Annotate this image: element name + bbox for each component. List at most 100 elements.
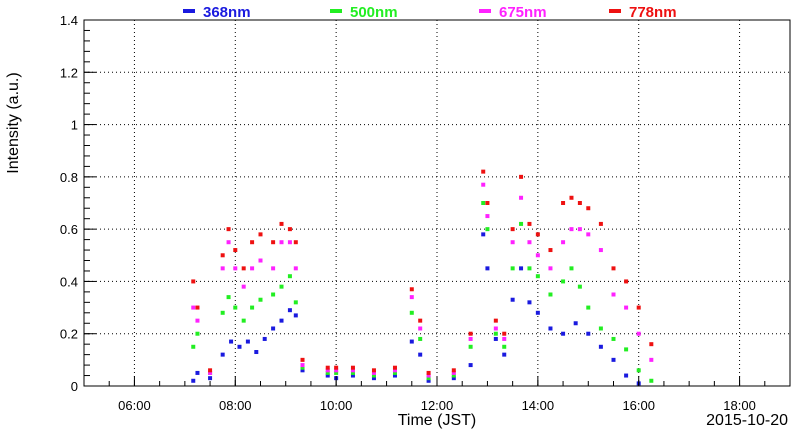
data-point — [493, 326, 498, 331]
data-point — [561, 201, 566, 205]
data-point — [485, 266, 490, 271]
data-point — [561, 240, 566, 245]
data-point — [598, 248, 603, 253]
data-point — [624, 373, 629, 378]
data-point — [325, 365, 330, 370]
x-tick-label: 06:00 — [118, 398, 151, 413]
data-point — [636, 305, 641, 310]
data-point — [208, 368, 213, 373]
data-point — [481, 169, 486, 174]
data-point — [611, 336, 616, 341]
data-point — [287, 240, 292, 245]
data-point — [258, 258, 263, 263]
date-label: 2015-10-20 — [706, 412, 788, 429]
data-point — [226, 295, 231, 300]
data-point — [493, 336, 498, 341]
data-point — [300, 368, 305, 373]
data-point — [535, 274, 540, 279]
data-point — [241, 318, 246, 323]
data-point — [191, 305, 196, 310]
data-point — [519, 174, 524, 179]
data-point — [418, 326, 423, 331]
data-point — [598, 221, 603, 226]
data-point — [535, 253, 540, 258]
data-point — [245, 339, 250, 344]
data-point — [300, 363, 305, 368]
data-point — [195, 331, 200, 336]
data-point — [350, 368, 355, 373]
data-point — [624, 347, 629, 352]
data-point — [371, 370, 376, 375]
data-point — [350, 365, 355, 370]
data-point — [241, 284, 246, 289]
x-tick-label: 10:00 — [320, 398, 353, 413]
y-tick-label: 0.4 — [60, 274, 78, 289]
data-point — [191, 279, 196, 284]
data-point — [293, 300, 298, 305]
data-point — [481, 201, 486, 205]
data-point — [561, 331, 566, 336]
series-778nm — [191, 169, 654, 375]
data-point — [468, 363, 473, 368]
data-point — [510, 297, 515, 302]
legend: 368nm 500nm 675nm 778nm — [183, 4, 677, 21]
data-point — [649, 342, 654, 347]
data-point — [426, 373, 431, 378]
data-point — [392, 373, 397, 378]
data-point — [271, 266, 276, 271]
data-point — [485, 201, 490, 205]
data-point — [548, 326, 553, 331]
data-point — [325, 370, 330, 375]
data-point — [485, 227, 490, 232]
data-point — [191, 378, 196, 383]
data-point — [426, 376, 431, 381]
data-point — [350, 370, 355, 375]
data-point — [502, 344, 507, 349]
data-point — [250, 305, 255, 310]
x-tick-label: 18:00 — [723, 398, 756, 413]
data-point — [241, 266, 246, 271]
x-tick-label: 08:00 — [219, 398, 252, 413]
data-point — [371, 373, 376, 378]
data-point — [293, 313, 298, 318]
data-point — [527, 300, 532, 305]
data-point — [569, 227, 574, 232]
data-point — [548, 248, 553, 253]
data-point — [493, 331, 498, 336]
data-point — [409, 295, 414, 300]
y-tick-label: 1.2 — [60, 65, 78, 80]
data-point — [611, 266, 616, 271]
data-point — [208, 370, 213, 375]
data-point — [527, 221, 532, 226]
data-point — [510, 266, 515, 271]
data-point — [258, 297, 263, 302]
data-point — [293, 266, 298, 271]
data-point — [409, 287, 414, 292]
data-point — [527, 240, 532, 245]
data-point — [279, 240, 284, 245]
data-point — [254, 350, 259, 355]
data-point — [250, 240, 255, 245]
data-point — [611, 357, 616, 362]
data-point — [392, 368, 397, 373]
data-point — [577, 284, 582, 289]
data-point — [649, 357, 654, 362]
data-point — [220, 266, 225, 271]
data-point — [611, 292, 616, 297]
data-point — [371, 376, 376, 381]
data-point — [468, 336, 473, 341]
data-point — [451, 368, 456, 373]
data-point — [279, 221, 284, 226]
data-point — [287, 274, 292, 279]
data-point — [468, 344, 473, 349]
data-point — [208, 376, 213, 381]
data-point — [527, 266, 532, 271]
data-point — [586, 305, 591, 310]
data-point — [493, 318, 498, 323]
y-tick-label: 0.2 — [60, 327, 78, 342]
data-point — [271, 292, 276, 297]
data-point — [485, 214, 490, 219]
data-point — [195, 318, 200, 323]
data-point — [598, 326, 603, 331]
